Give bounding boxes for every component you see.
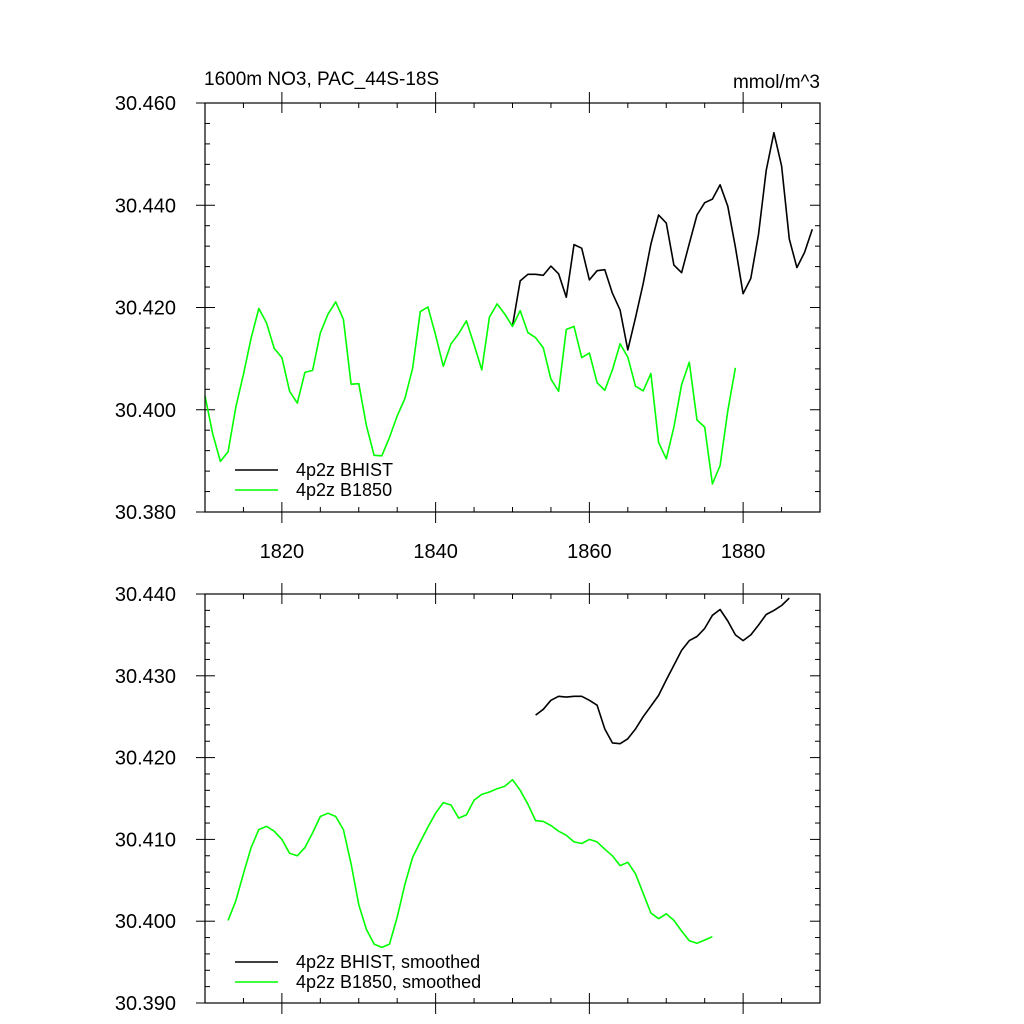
y-tick-label: 30.380: [115, 502, 176, 524]
y-tick-label: 30.460: [115, 93, 176, 115]
y-tick-label: 30.420: [115, 298, 176, 320]
x-tick-label: 1820: [260, 541, 305, 563]
bottom-series: [227, 597, 790, 949]
y-tick-label: 30.430: [115, 666, 176, 688]
y-tick-label: 30.440: [115, 584, 176, 606]
series-line-b1850: [227, 778, 713, 949]
y-tick-label: 30.440: [115, 195, 176, 217]
y-tick-label: 30.400: [115, 911, 176, 933]
legend-label-bhist: 4p2z BHIST: [296, 460, 393, 480]
bottom-panel: 30.390 30.400 30.410 30.420 30.430 30.440 4p2…: [115, 583, 821, 1015]
top-panel: 1600m NO3, PAC_44S-18S mmol/m^3 30.38030…: [115, 69, 821, 563]
x-tick-label: 1860: [567, 541, 612, 563]
top-axis-ticks: 30.380 30.400 30.420 30.440 30.460 1820 1840 18…: [115, 92, 821, 563]
top-series: [204, 131, 814, 485]
top-axes-frame: [204, 102, 821, 513]
x-tick-label: 1880: [721, 541, 766, 563]
x-tick-label: 1840: [413, 541, 458, 563]
y-tick-label: 30.400: [115, 400, 176, 422]
plot-frame: [204, 593, 821, 1004]
legend-label-b1850-smoothed: 4p2z B1850, smoothed: [296, 972, 481, 992]
series-line-bhist: [511, 131, 814, 351]
y-tick-label: 30.390: [115, 993, 176, 1015]
series-line-bhist: [535, 597, 790, 745]
bottom-axis-ticks: 30.390 30.400 30.410 30.420 30.430 30.440: [115, 583, 821, 1015]
bottom-legend: 4p2z BHIST, smoothed 4p2z B1850, smoothe…: [235, 952, 481, 992]
legend-label-b1850: 4p2z B1850: [296, 480, 392, 500]
plot-frame: [204, 102, 821, 513]
units-label: mmol/m^3: [733, 72, 820, 93]
chart-title: 1600m NO3, PAC_44S-18S: [204, 69, 439, 90]
y-tick-label: 30.410: [115, 829, 176, 851]
legend-label-bhist-smoothed: 4p2z BHIST, smoothed: [296, 952, 480, 972]
top-legend: 4p2z BHIST 4p2z B1850: [235, 460, 393, 500]
y-tick-label: 30.420: [115, 748, 176, 770]
series-line-b1850: [204, 301, 737, 485]
bottom-axes-frame: [204, 593, 821, 1004]
